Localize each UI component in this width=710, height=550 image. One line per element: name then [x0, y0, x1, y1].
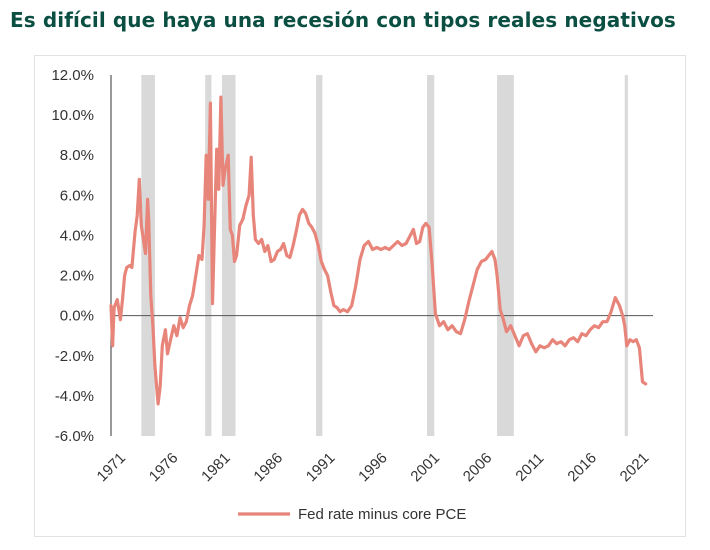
y-tick-label: 6.0%: [60, 187, 94, 204]
y-tick-label: 0.0%: [60, 308, 94, 325]
y-tick-label: 4.0%: [60, 227, 94, 244]
y-tick-label: 2.0%: [60, 268, 94, 285]
y-tick-label: -2.0%: [55, 348, 94, 365]
legend-label: Fed rate minus core PCE: [298, 506, 466, 523]
series-line-fed-rate-minus-core-pce: [109, 95, 648, 406]
y-tick-label: 12.0%: [51, 67, 94, 84]
y-tick-label: 8.0%: [60, 147, 94, 164]
recession-band: [497, 75, 514, 436]
x-tick-label: 1981: [198, 450, 234, 486]
x-tick-label: 2006: [460, 450, 496, 486]
x-tick-label: 2021: [617, 450, 653, 486]
recession-band: [205, 75, 212, 436]
y-tick-label: 10.0%: [51, 107, 94, 124]
x-tick-label: 2016: [564, 450, 600, 486]
x-tick-label: 1986: [250, 450, 286, 486]
x-tick-label: 1996: [355, 450, 391, 486]
recession-band: [624, 75, 628, 436]
x-tick-label: 2011: [512, 450, 547, 485]
y-tick-label: -4.0%: [55, 388, 94, 405]
y-tick-label: -6.0%: [55, 428, 94, 445]
y-axis-ticks: 12.0% 10.0% 8.0% 6.0% 4.0% 2.0% 0.0% -2.0% -4.0%…: [51, 67, 94, 445]
x-tick-label: 1971: [94, 450, 130, 486]
x-axis-ticks: 1971 1976 1981 1986 1991 1996 2001 2006 2011 2016…: [94, 450, 653, 486]
chart-frame: [34, 55, 686, 537]
legend: Fed rate minus core PCE: [238, 506, 466, 523]
x-tick-label: 1976: [146, 450, 182, 486]
x-tick-label: 1991: [303, 450, 339, 486]
chart-title: Es difícil que haya una recesión con tip…: [10, 8, 676, 32]
x-tick-label: 2001: [407, 450, 443, 486]
